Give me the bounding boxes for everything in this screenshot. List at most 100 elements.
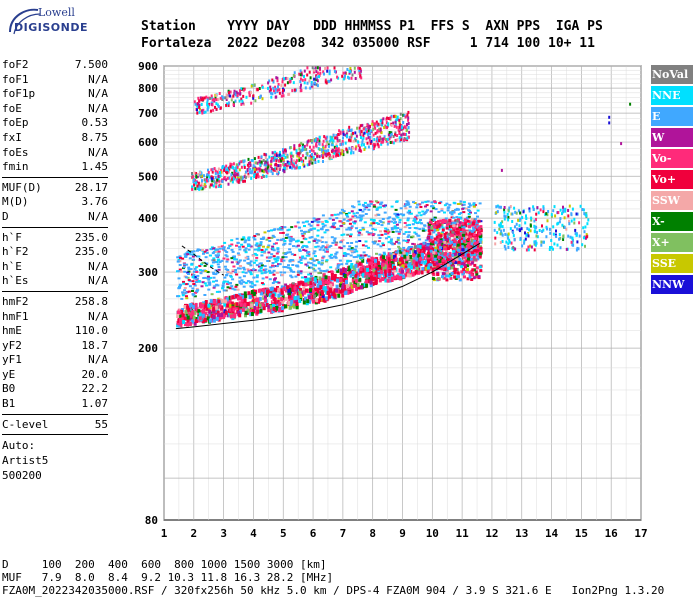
echo-point xyxy=(415,257,419,262)
echo-point xyxy=(280,258,284,261)
echo-point xyxy=(365,230,369,233)
echo-point xyxy=(242,281,246,284)
echo-point xyxy=(268,155,271,159)
echo-point xyxy=(328,255,332,258)
echo-point xyxy=(283,170,286,174)
echo-point xyxy=(453,226,457,230)
echo-point xyxy=(449,276,453,280)
echo-point xyxy=(313,294,317,299)
echo-point xyxy=(272,297,276,301)
echo-point xyxy=(248,309,252,314)
echo-point xyxy=(477,219,481,223)
echo-point xyxy=(379,256,383,261)
echo-point xyxy=(302,143,304,147)
echo-point xyxy=(386,137,389,141)
echo-point xyxy=(232,101,235,105)
echo-point xyxy=(282,158,285,161)
echo-point xyxy=(384,233,388,235)
echo-point xyxy=(450,244,454,248)
echo-point xyxy=(473,249,477,253)
echo-point xyxy=(253,238,257,241)
echo-point xyxy=(288,251,292,254)
echo-point xyxy=(368,265,371,270)
echo-point xyxy=(456,251,460,256)
echo-point xyxy=(207,303,211,308)
echo-point xyxy=(507,218,510,222)
echo-point xyxy=(387,220,391,223)
echo-point xyxy=(391,140,394,144)
echo-point xyxy=(196,105,199,109)
echo-point xyxy=(287,228,291,231)
echo-point xyxy=(275,167,278,171)
echo-point xyxy=(321,245,325,248)
echo-point xyxy=(452,250,456,254)
echo-point xyxy=(317,218,321,221)
echo-point xyxy=(575,233,578,237)
param-value: N/A xyxy=(88,101,108,115)
echo-point xyxy=(271,247,275,250)
echo-point xyxy=(237,310,241,315)
echo-point xyxy=(322,139,325,143)
echo-point xyxy=(338,152,341,156)
echo-point xyxy=(351,73,354,77)
echo-point xyxy=(310,220,314,223)
echo-point xyxy=(448,251,452,255)
echo-point xyxy=(385,273,388,278)
echo-point xyxy=(223,313,226,318)
echo-point xyxy=(316,286,320,290)
echo-point xyxy=(195,174,198,178)
echo-point xyxy=(319,272,322,274)
echo-point xyxy=(400,133,403,137)
echo-point xyxy=(360,132,363,136)
echo-point xyxy=(477,275,481,279)
echo-point xyxy=(389,116,392,120)
echo-point xyxy=(455,219,459,223)
legend-item: NNE xyxy=(651,86,693,105)
echo-point xyxy=(469,220,473,224)
echo-point xyxy=(301,154,304,158)
echo-point xyxy=(281,231,285,234)
echo-point xyxy=(362,127,365,131)
echo-point xyxy=(198,249,202,251)
echo-point xyxy=(401,254,405,259)
echo-point xyxy=(297,260,301,263)
y-tick-label: 80 xyxy=(145,514,158,527)
echo-point xyxy=(333,213,337,216)
echo-point xyxy=(291,259,295,262)
echo-point xyxy=(225,103,228,107)
echo-point xyxy=(309,257,313,260)
echo-point xyxy=(378,127,381,131)
echo-point xyxy=(379,245,383,248)
echo-point xyxy=(292,154,295,158)
echo-point xyxy=(341,142,344,146)
echo-point xyxy=(219,106,222,110)
param-row: B1 1.07 xyxy=(2,397,108,412)
echo-point xyxy=(399,112,402,116)
echo-point xyxy=(323,149,326,153)
echo-point xyxy=(320,220,324,223)
echo-point xyxy=(445,268,449,272)
echo-point xyxy=(183,316,187,321)
param-name: B1 xyxy=(2,397,16,411)
echo-point xyxy=(194,281,198,283)
echo-point xyxy=(235,169,238,172)
echo-point xyxy=(434,254,438,258)
echo-point xyxy=(231,177,234,181)
echo-point xyxy=(289,235,293,238)
auto-line: 500200 xyxy=(2,469,42,483)
echo-point xyxy=(281,91,284,95)
echo-point xyxy=(386,217,390,220)
echo-point xyxy=(252,292,256,296)
echo-point xyxy=(274,265,278,267)
echo-point xyxy=(250,269,254,272)
echo-point xyxy=(430,226,434,230)
echo-point xyxy=(369,125,371,128)
echo-point xyxy=(215,102,218,106)
legend-item: SSE xyxy=(651,254,693,273)
echo-point xyxy=(193,310,197,315)
echo-point xyxy=(293,166,296,170)
echo-point xyxy=(251,309,255,314)
echo-point xyxy=(221,98,224,101)
echo-point xyxy=(243,291,247,296)
echo-point xyxy=(233,294,237,299)
